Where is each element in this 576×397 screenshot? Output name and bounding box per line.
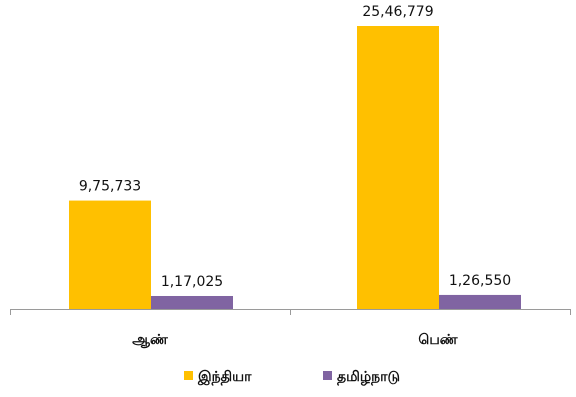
legend-swatch bbox=[323, 371, 332, 380]
bar-india-male bbox=[69, 200, 151, 309]
x-tick-label: பெண் bbox=[418, 332, 457, 348]
legend: இந்தியா தமிழ்நாடு bbox=[184, 369, 400, 386]
labels-layer: 9,75,733 1,17,025 25,46,779 1,26,550 bbox=[79, 4, 511, 290]
data-label: 1,17,025 bbox=[161, 274, 223, 290]
legend-swatch bbox=[184, 371, 193, 380]
legend-label: இந்தியா bbox=[197, 369, 252, 386]
bar-tamilnadu-male bbox=[151, 295, 233, 309]
data-label: 25,46,779 bbox=[362, 4, 433, 20]
x-tick-label: ஆண் bbox=[132, 332, 168, 348]
data-label: 1,26,550 bbox=[449, 273, 511, 289]
legend-label: தமிழ்நாடு bbox=[337, 369, 400, 386]
bars-layer bbox=[69, 26, 521, 309]
data-label: 9,75,733 bbox=[79, 179, 141, 195]
x-axis: ஆண் பெண் bbox=[10, 309, 571, 348]
bar-india-female bbox=[357, 26, 439, 309]
bar-tamilnadu-female bbox=[439, 294, 521, 309]
